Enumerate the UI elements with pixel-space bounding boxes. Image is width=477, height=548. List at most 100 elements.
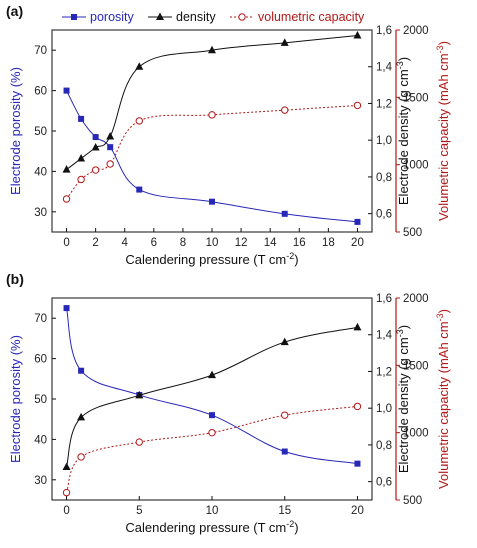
density-point: [62, 462, 71, 470]
left-y-tick-label: 30: [34, 475, 47, 487]
volumetric-capacity-point: [353, 101, 362, 110]
volumetric-capacity-point: [135, 117, 143, 125]
x-tick-label: 6: [151, 237, 157, 249]
left-y-tick-label: 70: [34, 45, 47, 57]
x-axis-label: Calendering pressure (T cm-2): [125, 519, 298, 535]
left-y-tick-label: 70: [34, 313, 47, 325]
legend-entry: volumetric capacity: [258, 10, 365, 24]
volumetric-capacity-point: [281, 411, 289, 419]
x-tick-label: 20: [351, 237, 364, 249]
capacity-tick-label: 2000: [403, 293, 429, 305]
density-axis-label: Electrode density (g cm-3): [395, 325, 411, 473]
x-tick-label: 10: [206, 505, 219, 517]
density-point: [77, 154, 86, 162]
x-tick-label: 0: [63, 505, 69, 517]
density-point: [280, 38, 289, 46]
density-point: [106, 132, 115, 140]
density-tick-label: 0,8: [376, 440, 392, 452]
density-point: [353, 31, 362, 39]
capacity-tick-label: 1000: [403, 428, 429, 440]
density-point: [280, 337, 289, 346]
volumetric-capacity-line: [66, 405, 358, 493]
volumetric-capacity-point: [77, 453, 85, 461]
porosity-point: [281, 210, 288, 217]
porosity-point: [136, 186, 143, 193]
density-point: [77, 412, 86, 421]
chart-panel-b: (b) 0 5 10 15 20 Calendering pressure (T cm-2)…: [6, 271, 451, 535]
left-y-tick-label: 40: [34, 434, 47, 446]
left-y-tick-label: 50: [34, 394, 47, 406]
density-tick-label: 1,6: [376, 293, 392, 305]
porosity-line: [66, 307, 358, 465]
x-tick-label: 4: [122, 237, 129, 249]
x-tick-label: 18: [322, 237, 335, 249]
legend-marker: [156, 12, 164, 20]
density-tick-label: 1,0: [376, 135, 392, 147]
density-point: [208, 370, 216, 379]
density-tick-label: 1,2: [376, 98, 392, 110]
capacity-tick-label: 1500: [403, 360, 429, 372]
density-tick-label: 1,2: [376, 366, 392, 378]
porosity-point: [78, 115, 85, 122]
x-tick-label: 12: [235, 237, 248, 249]
porosity-point: [107, 144, 114, 151]
chart-panel-a: (a) 0 2 4 6 8 10 12 14 16 18 20 Calendering pressure…: [6, 3, 451, 267]
legend: porosity density volumetric capacity: [62, 10, 365, 24]
density-tick-label: 0,8: [376, 172, 392, 184]
density-line: [66, 35, 358, 170]
left-y-tick-label: 40: [34, 166, 47, 178]
x-tick-label: 15: [278, 505, 291, 517]
capacity-tick-label: 1000: [403, 160, 429, 172]
volumetric-capacity-point: [62, 195, 71, 203]
x-tick-label: 2: [92, 237, 98, 249]
x-tick-label: 0: [63, 237, 69, 249]
density-axis-label: Electrode density (g cm-3): [395, 57, 411, 205]
porosity-point: [209, 412, 215, 419]
capacity-axis-label: Volumetric capacity (mAh cm-3): [435, 309, 451, 489]
panel-label: (a): [6, 3, 23, 19]
volumetric-capacity-point: [77, 175, 85, 184]
volumetric-capacity-point: [353, 402, 362, 411]
panel-label: (b): [6, 271, 24, 287]
density-point: [353, 322, 362, 331]
left-y-tick-label: 50: [34, 126, 47, 138]
x-tick-label: 14: [264, 237, 277, 249]
density-tick-label: 1,6: [376, 25, 392, 37]
x-tick-label: 10: [206, 237, 219, 249]
density-point: [91, 143, 100, 151]
legend-entry: density: [176, 10, 216, 24]
density-point: [62, 165, 71, 173]
legend-marker: [71, 14, 77, 20]
x-tick-label: 16: [293, 237, 306, 249]
density-tick-label: 1,4: [376, 62, 393, 74]
porosity-point: [78, 367, 85, 374]
volumetric-capacity-point: [135, 438, 143, 446]
density-line: [66, 326, 358, 468]
plot-frame: [51, 297, 373, 501]
volumetric-capacity-point: [62, 488, 71, 497]
left-y-axis-label: Electrode porosity (%): [8, 67, 23, 195]
density-tick-label: 1,0: [376, 403, 392, 415]
porosity-point: [281, 448, 288, 455]
left-y-axis-label: Electrode porosity (%): [8, 335, 23, 463]
porosity-point: [354, 460, 361, 467]
porosity-point: [354, 218, 361, 225]
porosity-point: [63, 87, 70, 94]
capacity-tick-label: 2000: [403, 25, 429, 37]
x-axis-label: Calendering pressure (T cm-2): [125, 251, 298, 267]
porosity-point: [209, 198, 215, 205]
density-point: [208, 45, 216, 54]
capacity-tick-label: 500: [403, 495, 422, 507]
volumetric-capacity-line: [66, 104, 358, 200]
density-point: [135, 390, 144, 399]
density-tick-label: 0,6: [376, 477, 392, 489]
porosity-point: [63, 305, 70, 312]
density-tick-label: 0,6: [376, 209, 392, 221]
capacity-axis-label: Volumetric capacity (mAh cm-3): [435, 41, 451, 221]
density-point: [135, 62, 144, 70]
x-tick-label: 5: [136, 505, 142, 517]
capacity-tick-label: 500: [403, 227, 422, 239]
volumetric-capacity-point: [208, 111, 216, 119]
legend-marker: [238, 13, 246, 21]
